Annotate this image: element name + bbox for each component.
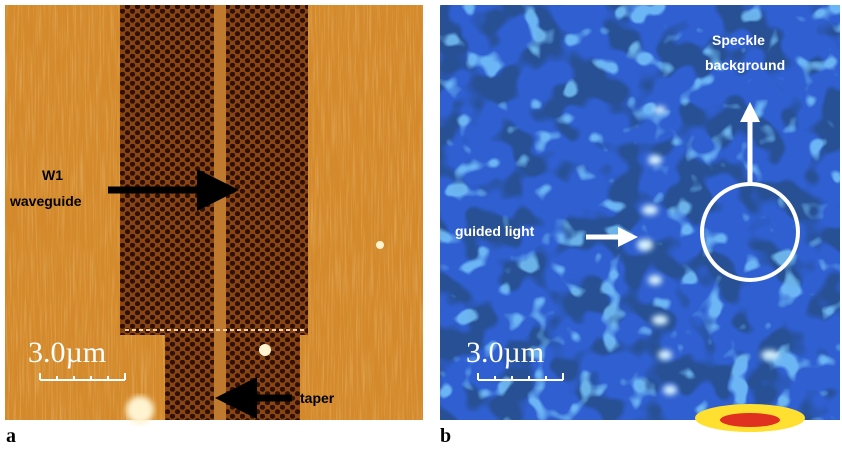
annotation: guided light [455,223,535,239]
page: W1 waveguide taper 3.0µm Speckle backgro… [0,0,842,450]
w1-waveguide [214,5,226,420]
panel-a: W1 waveguide taper 3.0µm [5,5,423,424]
panel-label: a [6,425,16,447]
hot-spot [720,413,780,427]
panel-label: b [440,425,451,447]
scale-bar-label: 3.0µm [466,336,544,369]
particle [259,344,271,356]
panel-b: Speckle background guided light 3.0µm [440,5,840,432]
figure: W1 waveguide taper 3.0µm Speckle backgro… [0,0,842,450]
scale-bar-label: 3.0µm [28,336,106,369]
annotation: W1 [42,167,63,183]
annotation: background [705,57,785,73]
particle [376,241,384,249]
annotation: taper [300,390,335,406]
annotation: waveguide [9,193,82,209]
particle [126,396,154,424]
annotation: Speckle [712,32,765,48]
